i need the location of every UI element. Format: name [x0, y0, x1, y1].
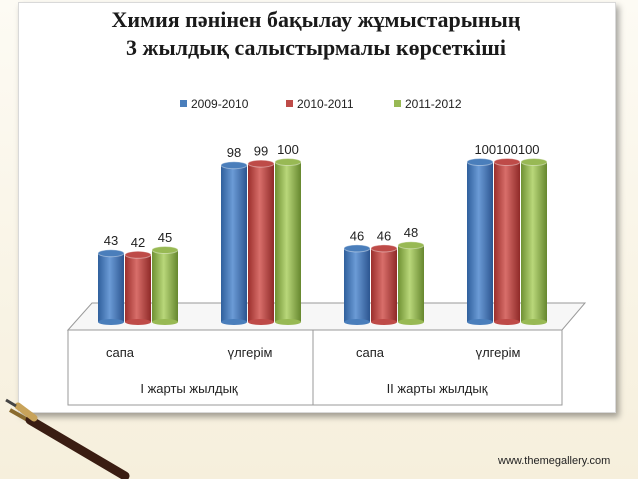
group-label: I жарты жылдық: [140, 381, 238, 396]
legend-label: 2009-2010: [191, 97, 249, 111]
data-label: 48: [404, 225, 418, 240]
bar: [521, 162, 547, 322]
bar-cap: [247, 159, 275, 168]
legend-swatch: [180, 100, 187, 107]
bar: [98, 253, 124, 322]
title-line-1: Химия пәнінен бақылау жұмыстарының: [111, 7, 521, 32]
bar-base: [248, 319, 274, 325]
bar-base: [125, 319, 151, 325]
bar: [344, 248, 370, 322]
bar-cap: [97, 249, 125, 258]
bar-cap: [343, 244, 371, 253]
data-label: 99: [254, 144, 268, 159]
data-label: 46: [350, 228, 364, 243]
bar-base: [152, 319, 178, 325]
bar: [275, 162, 301, 322]
legend-swatch: [286, 100, 293, 107]
bars: [97, 158, 548, 325]
data-label: 100100100: [474, 142, 539, 157]
data-label: 45: [158, 230, 172, 245]
bar-cap: [370, 244, 398, 253]
legend-swatch: [394, 100, 401, 107]
footer-url: www.themegallery.com: [498, 455, 611, 467]
bar: [494, 162, 520, 322]
group-label: II жарты жылдық: [387, 381, 488, 396]
data-labels: 43 42 45 98 99 100 46 46 48 100100100: [104, 142, 540, 250]
bar: [152, 250, 178, 322]
bar-cap: [274, 158, 302, 166]
bar-cap: [466, 158, 494, 166]
bar: [398, 245, 424, 322]
bar-base: [398, 319, 424, 325]
axis-box: [67, 329, 563, 406]
data-label: 42: [131, 235, 145, 250]
bar: [467, 162, 493, 322]
chart-title: Химия пәнінен бақылау жұмыстарының 3 жыл…: [18, 6, 614, 62]
chart-floor: [66, 302, 587, 406]
bar-cap: [151, 246, 179, 254]
legend: 2009-2010 2010-2011 2011-2012: [180, 97, 462, 111]
bar-base: [371, 319, 397, 325]
bar-base: [98, 319, 124, 325]
bar-base: [494, 319, 520, 325]
category-label: үлгерім: [228, 345, 273, 360]
bar-base: [467, 319, 493, 325]
data-label: 100: [277, 142, 299, 157]
data-label: 46: [377, 228, 391, 243]
bar-base: [221, 319, 247, 325]
category-label: сапа: [106, 345, 135, 360]
bar-cap: [397, 241, 425, 250]
title-line-2: 3 жылдық салыстырмалы көрсеткіші: [126, 35, 506, 60]
legend-label: 2010-2011: [297, 97, 354, 111]
bar-cap: [520, 158, 548, 166]
bar: [125, 254, 151, 322]
bar-cap: [220, 161, 248, 170]
bar: [221, 165, 247, 322]
bar: [371, 248, 397, 322]
category-label: сапа: [356, 345, 385, 360]
bar-base: [275, 319, 301, 325]
category-label: үлгерім: [476, 345, 521, 360]
data-label: 43: [104, 233, 118, 248]
pen-decoration-icon: [5, 398, 130, 479]
data-label: 98: [227, 145, 241, 160]
bar-cap: [493, 158, 521, 166]
bar-base: [521, 319, 547, 325]
bar-base: [344, 319, 370, 325]
bar: [248, 163, 274, 322]
category-axis: сапа үлгерім сапа үлгерім I жарты жылдық II ж…: [106, 345, 520, 396]
bar-cap: [124, 250, 152, 259]
legend-label: 2011-2012: [405, 97, 462, 111]
